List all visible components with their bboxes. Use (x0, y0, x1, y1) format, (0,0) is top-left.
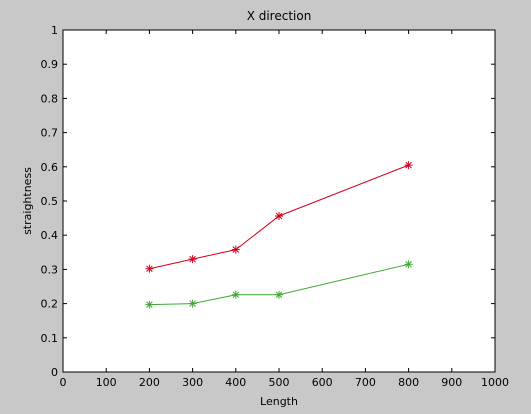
data-point-marker (188, 299, 197, 308)
y-tick-label: 0.6 (41, 161, 59, 174)
x-tick-label: 0 (60, 376, 67, 389)
y-tick-label: 0.3 (41, 263, 59, 276)
y-tick-label: 0.7 (41, 127, 59, 140)
data-point-marker (145, 300, 154, 309)
x-tick-label: 600 (312, 376, 333, 389)
x-tick-label: 900 (441, 376, 462, 389)
chart-title: X direction (247, 9, 312, 23)
y-tick-label: 0 (51, 366, 58, 379)
data-point-marker (231, 245, 240, 254)
x-tick-label: 400 (225, 376, 246, 389)
x-axis-label: Length (260, 395, 298, 408)
y-axis-label: straightness (21, 167, 34, 235)
x-tick-label: 1000 (481, 376, 509, 389)
y-tick-label: 0.8 (41, 92, 59, 105)
x-tick-label: 300 (182, 376, 203, 389)
y-tick-label: 0.1 (41, 332, 59, 345)
x-axis-ticks: 0 100 200 300 400 500 600 700 800 900 1000 (60, 30, 509, 389)
data-point-marker (231, 290, 240, 299)
data-point-marker (275, 212, 283, 221)
x-tick-label: 100 (96, 376, 117, 389)
y-axis-ticks: 0 0.1 0.2 0.3 0.4 0.5 0.6 0.7 0.8 0.9 1 (41, 24, 495, 379)
x-tick-label: 800 (398, 376, 419, 389)
series-2 (145, 260, 413, 309)
y-tick-label: 0.5 (41, 195, 59, 208)
y-tick-label: 0.9 (41, 58, 59, 71)
series-1 (145, 161, 413, 273)
data-point-marker (188, 255, 197, 264)
y-tick-label: 1 (51, 24, 58, 37)
series-layer (145, 161, 413, 309)
data-point-marker (404, 161, 413, 170)
x-tick-label: 700 (355, 376, 376, 389)
x-tick-label: 200 (139, 376, 160, 389)
plot-area (62, 29, 496, 373)
data-point-marker (404, 260, 413, 269)
x-tick-label: 500 (269, 376, 290, 389)
data-point-marker (145, 264, 154, 273)
y-tick-label: 0.2 (41, 298, 59, 311)
data-point-marker (275, 290, 283, 299)
y-tick-label: 0.4 (41, 229, 59, 242)
